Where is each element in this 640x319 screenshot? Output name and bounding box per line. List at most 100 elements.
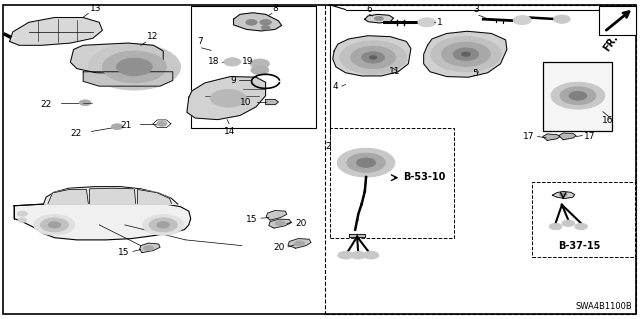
Circle shape xyxy=(431,37,501,72)
Circle shape xyxy=(143,246,154,251)
Circle shape xyxy=(453,48,479,61)
Text: 17: 17 xyxy=(523,132,534,141)
Text: 13: 13 xyxy=(90,4,101,13)
Circle shape xyxy=(549,223,562,230)
Circle shape xyxy=(461,52,470,56)
Text: 3: 3 xyxy=(474,5,479,14)
Circle shape xyxy=(347,153,385,172)
Text: 14: 14 xyxy=(224,127,236,136)
Circle shape xyxy=(34,215,75,235)
Text: FR.: FR. xyxy=(602,33,620,53)
Circle shape xyxy=(374,16,383,21)
Polygon shape xyxy=(70,43,163,73)
Polygon shape xyxy=(266,100,278,105)
Bar xyxy=(599,6,636,35)
Text: 22: 22 xyxy=(70,129,82,138)
Circle shape xyxy=(88,44,180,90)
Polygon shape xyxy=(288,239,311,248)
Polygon shape xyxy=(269,219,291,228)
Circle shape xyxy=(513,16,531,25)
Polygon shape xyxy=(543,134,560,140)
Text: 6: 6 xyxy=(366,5,372,14)
Text: SWA4B1100B: SWA4B1100B xyxy=(575,302,632,311)
Circle shape xyxy=(251,66,269,75)
Circle shape xyxy=(569,91,587,100)
Polygon shape xyxy=(424,31,507,77)
Circle shape xyxy=(562,220,575,226)
Text: 8: 8 xyxy=(272,4,278,13)
Circle shape xyxy=(111,124,123,130)
Circle shape xyxy=(338,251,353,259)
Text: 4: 4 xyxy=(332,82,338,91)
Circle shape xyxy=(362,52,385,63)
Polygon shape xyxy=(333,36,411,76)
Circle shape xyxy=(79,100,91,106)
Circle shape xyxy=(102,51,166,83)
Text: 20: 20 xyxy=(296,219,307,228)
Bar xyxy=(543,62,612,131)
Circle shape xyxy=(157,222,170,228)
Text: 15: 15 xyxy=(246,215,258,224)
Text: 16: 16 xyxy=(602,116,613,125)
Circle shape xyxy=(364,251,379,259)
Text: 21: 21 xyxy=(120,121,132,130)
Circle shape xyxy=(246,19,257,25)
Polygon shape xyxy=(140,243,160,253)
Circle shape xyxy=(48,222,61,228)
Text: 22: 22 xyxy=(40,100,52,109)
Circle shape xyxy=(340,41,406,74)
Polygon shape xyxy=(559,133,576,140)
Polygon shape xyxy=(266,211,287,220)
Circle shape xyxy=(261,26,270,30)
Circle shape xyxy=(260,19,271,25)
Text: 10: 10 xyxy=(240,98,252,107)
Bar xyxy=(532,182,635,257)
Bar xyxy=(325,5,636,314)
Circle shape xyxy=(442,42,490,66)
Polygon shape xyxy=(365,14,394,23)
Text: 12: 12 xyxy=(147,33,159,41)
Text: 2: 2 xyxy=(325,142,331,151)
Polygon shape xyxy=(187,77,266,120)
Circle shape xyxy=(149,218,177,232)
Bar xyxy=(191,6,316,128)
Circle shape xyxy=(369,56,377,59)
Circle shape xyxy=(560,87,596,105)
Polygon shape xyxy=(44,187,178,204)
Bar xyxy=(330,128,454,238)
Circle shape xyxy=(17,211,28,216)
Circle shape xyxy=(575,223,588,230)
Polygon shape xyxy=(90,188,136,204)
Circle shape xyxy=(275,221,285,226)
Circle shape xyxy=(211,89,246,107)
Circle shape xyxy=(224,58,241,66)
Polygon shape xyxy=(234,13,282,31)
Text: 15: 15 xyxy=(118,248,130,257)
Text: 11: 11 xyxy=(389,67,401,76)
Circle shape xyxy=(294,241,305,246)
Circle shape xyxy=(40,218,68,232)
Text: 18: 18 xyxy=(208,57,220,66)
Text: 5: 5 xyxy=(472,69,478,78)
Polygon shape xyxy=(83,72,173,86)
Text: B-37-15: B-37-15 xyxy=(558,241,600,251)
Circle shape xyxy=(551,82,605,109)
Circle shape xyxy=(250,59,269,69)
Circle shape xyxy=(157,121,167,126)
Polygon shape xyxy=(48,189,88,204)
Circle shape xyxy=(337,148,395,177)
Polygon shape xyxy=(138,189,172,204)
Circle shape xyxy=(18,218,27,222)
Circle shape xyxy=(356,158,376,167)
Circle shape xyxy=(554,15,570,23)
Circle shape xyxy=(418,18,436,27)
Text: 19: 19 xyxy=(242,57,253,66)
Circle shape xyxy=(116,58,152,76)
Polygon shape xyxy=(349,234,365,237)
Polygon shape xyxy=(10,18,102,45)
Polygon shape xyxy=(552,191,575,198)
Circle shape xyxy=(351,46,396,69)
Text: 9: 9 xyxy=(230,76,236,85)
Circle shape xyxy=(559,193,567,197)
Text: 20: 20 xyxy=(273,243,285,252)
